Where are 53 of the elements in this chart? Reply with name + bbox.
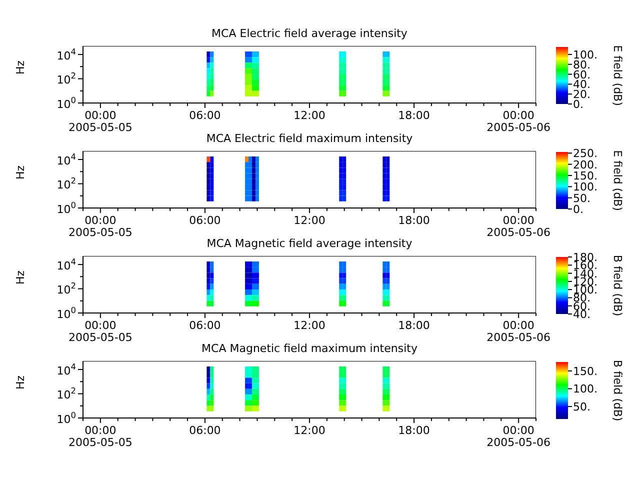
y-tick-label: 10$^{0}$ xyxy=(56,95,76,111)
x-tick-label: 18:00 xyxy=(398,214,430,227)
y-axis-title: Hz xyxy=(14,375,27,390)
x-tick-label: 12:00 xyxy=(294,214,326,227)
x-tick-label: 18:00 xyxy=(398,424,430,437)
y-tick-label: 10$^{4}$ xyxy=(56,256,76,272)
x-tick-label: 00:00 2005-05-05 xyxy=(68,424,132,449)
x-tick-label: 12:00 xyxy=(294,319,326,332)
y-tick-label: 10$^{4}$ xyxy=(56,46,76,62)
color-bar-label: 50. xyxy=(573,192,590,205)
x-tick-label: 18:00 xyxy=(398,109,430,122)
color-bar-label: 200. xyxy=(573,158,598,172)
x-tick-label: 00:00 2005-05-05 xyxy=(68,109,132,134)
x-tick-label: 06:00 xyxy=(189,424,221,437)
color-bar-label: 50. xyxy=(573,400,590,414)
y-tick-label: 10$^{4}$ xyxy=(56,151,76,168)
x-tick-label: 00:00 2005-05-06 xyxy=(486,319,551,344)
x-tick-label: 00:00 2005-05-06 xyxy=(486,424,551,449)
x-tick-label: 00:00 2005-05-05 xyxy=(68,319,132,344)
color-bar-title: B field (dB) xyxy=(611,254,624,316)
color-bar-label: 250. xyxy=(573,147,598,160)
color-bar-label: 150. xyxy=(573,364,598,378)
y-axis-title: Hz xyxy=(14,60,27,74)
y-tick-label: 10$^{0}$ xyxy=(56,410,76,426)
chart-title: MCA Electric field maximum intensity xyxy=(206,132,413,145)
x-tick-label: 06:00 xyxy=(189,109,221,122)
y-tick-label: 10$^{2}$ xyxy=(56,176,76,192)
x-tick-label: 12:00 xyxy=(294,424,326,437)
x-tick-label: 00:00 2005-05-05 xyxy=(68,214,132,239)
x-tick-label: 06:00 xyxy=(189,214,221,227)
y-tick-label: 10$^{2}$ xyxy=(56,70,76,87)
x-tick-label: 00:00 2005-05-06 xyxy=(486,109,551,134)
y-tick-label: 10$^{4}$ xyxy=(56,361,76,378)
chart-title: MCA Electric field average intensity xyxy=(210,27,408,40)
y-tick-label: 10$^{0}$ xyxy=(56,305,76,321)
color-bar-label: 100. xyxy=(573,382,598,396)
chart-title: MCA Magnetic field maximum intensity xyxy=(202,342,418,355)
y-tick-label: 10$^{0}$ xyxy=(56,200,76,216)
chart-title: MCA Magnetic field average intensity xyxy=(206,237,412,250)
color-bar-title: B field (dB) xyxy=(611,360,624,422)
color-bar-title: E field (dB) xyxy=(611,150,624,211)
x-tick-label: 18:00 xyxy=(398,319,430,332)
y-tick-label: 10$^{2}$ xyxy=(56,280,76,297)
color-bar-title: E field (dB) xyxy=(611,45,624,106)
color-bar-label: 0. xyxy=(573,203,584,216)
x-tick-label: 00:00 2005-05-06 xyxy=(486,214,551,239)
color-bar-label: 150. xyxy=(573,169,598,182)
color-bar-label: 100. xyxy=(573,180,598,194)
x-tick-label: 12:00 xyxy=(294,109,326,122)
y-axis-title: Hz xyxy=(14,165,27,180)
x-tick-label: 06:00 xyxy=(189,319,221,332)
y-tick-label: 10$^{2}$ xyxy=(56,386,76,402)
y-axis-title: Hz xyxy=(14,270,27,284)
